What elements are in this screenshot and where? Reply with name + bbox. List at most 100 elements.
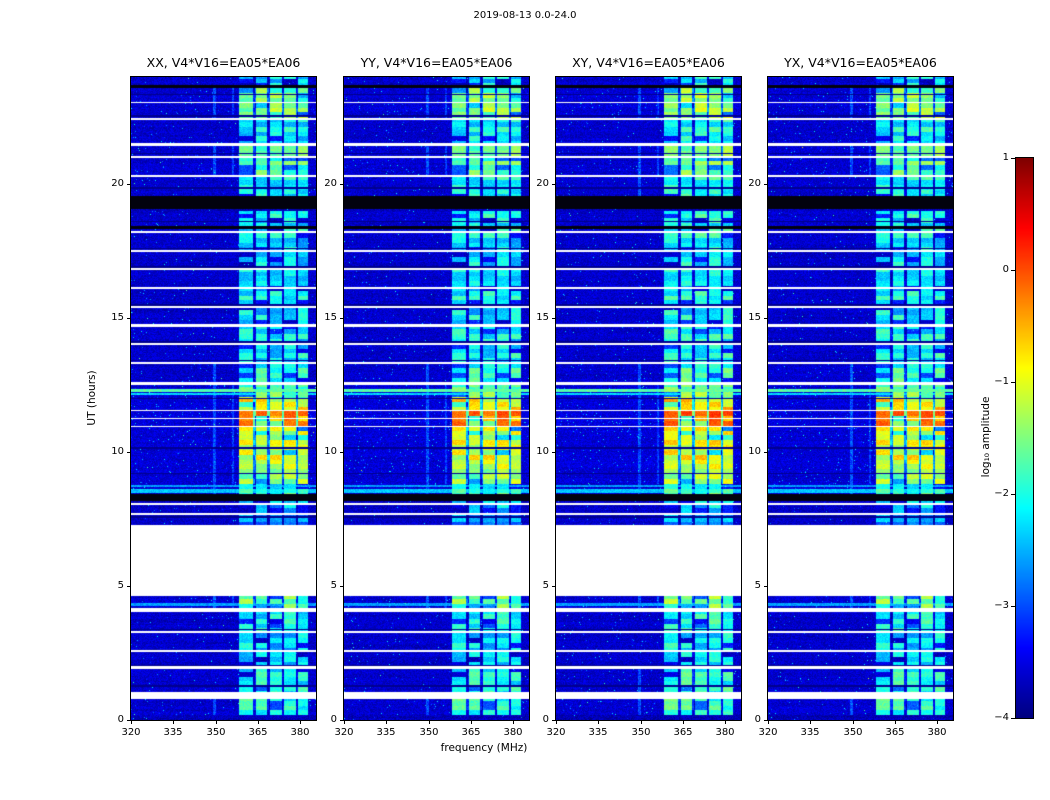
colorbar-tick-mark — [1011, 606, 1016, 607]
x-tick-label: 335 — [588, 727, 608, 738]
x-tick-mark — [216, 720, 217, 724]
y-axis-label: UT (hours) — [86, 370, 98, 426]
colorbar-tick-label: 1 — [1002, 152, 1009, 163]
x-tick-mark — [173, 720, 174, 724]
y-tick-mark — [340, 184, 344, 185]
x-tick-mark — [429, 720, 430, 724]
y-tick-mark — [127, 318, 131, 319]
y-tick-mark — [552, 452, 556, 453]
y-tick-label: 15 — [324, 312, 337, 323]
y-tick-mark — [127, 184, 131, 185]
x-tick-label: 365 — [885, 727, 905, 738]
y-tick-mark — [764, 318, 768, 319]
y-tick-label: 15 — [748, 312, 761, 323]
y-tick-label: 20 — [111, 178, 124, 189]
y-tick-mark — [552, 720, 556, 721]
y-tick-mark — [764, 720, 768, 721]
x-tick-mark — [598, 720, 599, 724]
y-tick-label: 10 — [324, 446, 337, 457]
y-tick-label: 20 — [748, 178, 761, 189]
x-tick-label: 350 — [206, 727, 226, 738]
y-tick-label: 10 — [111, 446, 124, 457]
y-tick-mark — [340, 452, 344, 453]
y-tick-mark — [340, 720, 344, 721]
y-tick-label: 0 — [754, 714, 761, 725]
x-tick-label: 365 — [248, 727, 268, 738]
x-tick-label: 320 — [121, 727, 141, 738]
x-tick-label: 380 — [503, 727, 523, 738]
x-tick-mark — [937, 720, 938, 724]
y-tick-mark — [127, 720, 131, 721]
x-tick-mark — [810, 720, 811, 724]
panel-XX-plot — [130, 76, 317, 721]
x-tick-label: 380 — [290, 727, 310, 738]
x-tick-mark — [344, 720, 345, 724]
x-tick-label: 335 — [376, 727, 396, 738]
spectrogram-canvas-XX — [131, 77, 316, 720]
y-tick-label: 20 — [324, 178, 337, 189]
y-tick-mark — [764, 452, 768, 453]
y-tick-mark — [552, 184, 556, 185]
colorbar-label: log₁₀ amplitude — [980, 396, 992, 478]
colorbar-tick-label: −3 — [994, 600, 1009, 611]
colorbar-canvas — [1016, 158, 1033, 718]
x-tick-label: 380 — [927, 727, 947, 738]
y-tick-label: 0 — [330, 714, 337, 725]
x-tick-label: 365 — [673, 727, 693, 738]
figure-title: 2019-08-13 0.0-24.0 — [473, 10, 577, 21]
x-tick-label: 365 — [461, 727, 481, 738]
panel-XY-title: XY, V4*V16=EA05*EA06 — [572, 55, 725, 70]
y-tick-label: 5 — [754, 580, 761, 591]
y-tick-label: 5 — [117, 580, 124, 591]
x-tick-label: 335 — [800, 727, 820, 738]
colorbar-tick-mark — [1011, 494, 1016, 495]
x-tick-mark — [768, 720, 769, 724]
x-axis-label: frequency (MHz) — [440, 742, 528, 754]
colorbar-frame — [1015, 157, 1034, 719]
x-tick-mark — [853, 720, 854, 724]
x-tick-label: 320 — [334, 727, 354, 738]
x-tick-mark — [258, 720, 259, 724]
y-tick-label: 5 — [542, 580, 549, 591]
colorbar-tick-mark — [1011, 158, 1016, 159]
y-tick-mark — [764, 184, 768, 185]
y-tick-label: 15 — [536, 312, 549, 323]
y-tick-label: 20 — [536, 178, 549, 189]
y-tick-label: 0 — [542, 714, 549, 725]
x-tick-label: 320 — [546, 727, 566, 738]
x-tick-mark — [300, 720, 301, 724]
x-tick-label: 335 — [163, 727, 183, 738]
x-tick-mark — [513, 720, 514, 724]
panel-YX-title: YX, V4*V16=EA05*EA06 — [784, 55, 937, 70]
spectrogram-canvas-XY — [556, 77, 741, 720]
panel-YX-plot — [767, 76, 954, 721]
panel-YY-title: YY, V4*V16=EA05*EA06 — [360, 55, 513, 70]
x-tick-mark — [556, 720, 557, 724]
y-tick-mark — [764, 586, 768, 587]
x-tick-mark — [725, 720, 726, 724]
y-tick-mark — [340, 586, 344, 587]
panel-XX-title: XX, V4*V16=EA05*EA06 — [146, 55, 301, 70]
x-tick-mark — [683, 720, 684, 724]
y-tick-mark — [340, 318, 344, 319]
y-tick-label: 10 — [748, 446, 761, 457]
colorbar-tick-label: −1 — [994, 376, 1009, 387]
x-tick-label: 320 — [758, 727, 778, 738]
spectrogram-canvas-YY — [344, 77, 529, 720]
x-tick-label: 350 — [419, 727, 439, 738]
panel-YY-plot — [343, 76, 530, 721]
y-tick-label: 5 — [330, 580, 337, 591]
colorbar-tick-mark — [1011, 718, 1016, 719]
colorbar-tick-label: −2 — [994, 488, 1009, 499]
colorbar-tick-mark — [1011, 382, 1016, 383]
y-tick-mark — [552, 318, 556, 319]
colorbar-tick-mark — [1011, 270, 1016, 271]
x-tick-label: 380 — [715, 727, 735, 738]
y-tick-label: 0 — [117, 714, 124, 725]
y-tick-mark — [127, 452, 131, 453]
x-tick-mark — [131, 720, 132, 724]
spectrogram-canvas-YX — [768, 77, 953, 720]
x-tick-mark — [641, 720, 642, 724]
colorbar-tick-label: −4 — [994, 712, 1009, 723]
